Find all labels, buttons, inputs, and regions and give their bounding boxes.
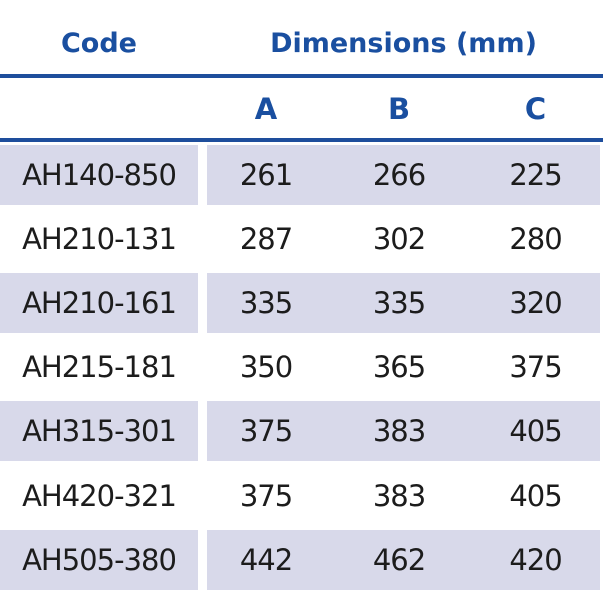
table-row: AH420-321 375 383 405 — [0, 466, 603, 526]
table-row: AH505-380 442 462 420 — [0, 530, 603, 590]
table-row: AH140-850 261 266 225 — [0, 145, 603, 205]
table-row: AH215-181 350 365 375 — [0, 337, 603, 397]
dim-c-cell: 420 — [509, 543, 562, 577]
code-cell: AH215-181 — [22, 350, 177, 384]
dim-c-cell: 405 — [509, 479, 562, 513]
dim-a-cell: 442 — [239, 543, 293, 577]
code-cell: AH210-131 — [22, 222, 177, 256]
code-cell: AH315-301 — [0, 401, 198, 461]
dim-a-cell: 350 — [239, 350, 293, 384]
dim-b-cell: 462 — [372, 543, 426, 577]
code-cell: AH210-161 — [0, 273, 198, 333]
dim-b-cell: 266 — [372, 158, 426, 192]
dim-b-cell: 383 — [372, 414, 426, 448]
header-top-rule — [0, 74, 603, 78]
column-c-header: C — [524, 92, 547, 126]
dim-a-cell: 375 — [239, 479, 293, 513]
table-row: AH315-301 375 383 405 — [0, 401, 603, 461]
dim-c-cell: 280 — [509, 222, 562, 256]
dim-c-cell: 375 — [509, 350, 562, 384]
dim-b-cell: 302 — [372, 222, 426, 256]
dim-b-cell: 383 — [372, 479, 426, 513]
code-cell: AH505-380 — [0, 530, 198, 590]
table-row: AH210-131 287 302 280 — [0, 209, 603, 269]
code-cell: AH140-850 — [0, 145, 198, 205]
code-cell: AH420-321 — [22, 479, 177, 513]
dim-b-cell: 335 — [372, 286, 426, 320]
column-a-header: A — [254, 92, 278, 126]
dim-a-cell: 335 — [239, 286, 293, 320]
row-shade — [207, 530, 600, 590]
dim-c-cell: 405 — [509, 414, 562, 448]
header-bottom-rule — [0, 138, 603, 142]
dim-c-cell: 320 — [509, 286, 562, 320]
table-row: AH210-161 335 335 320 — [0, 273, 603, 333]
dim-a-cell: 375 — [239, 414, 293, 448]
dim-c-cell: 225 — [509, 158, 562, 192]
column-b-header: B — [387, 92, 411, 126]
code-header: Code — [60, 28, 137, 59]
dim-b-cell: 365 — [372, 350, 426, 384]
dim-a-cell: 261 — [239, 158, 293, 192]
row-shade — [207, 401, 600, 461]
row-shade — [207, 145, 600, 205]
row-shade — [207, 273, 600, 333]
dim-a-cell: 287 — [239, 222, 293, 256]
dimensions-header: Dimensions (mm) — [270, 28, 537, 59]
